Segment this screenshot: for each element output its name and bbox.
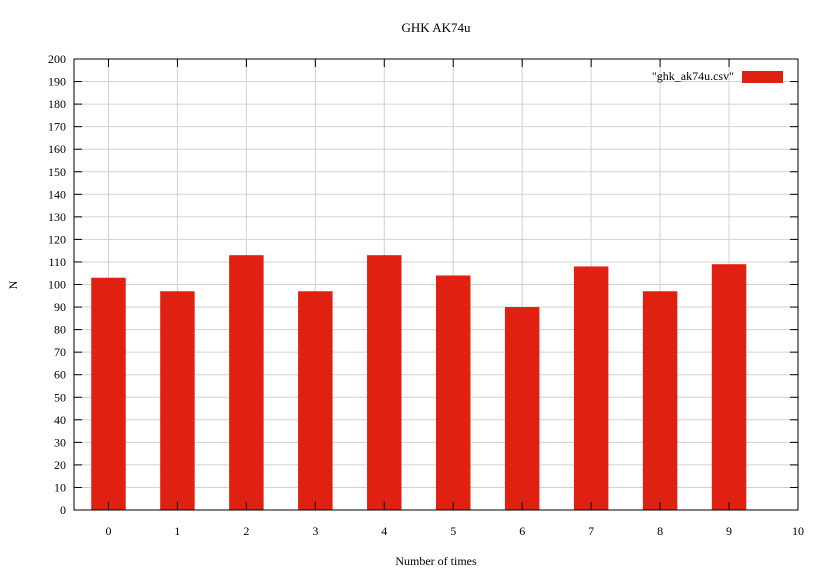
bar xyxy=(436,275,471,510)
chart-title: GHK AK74u xyxy=(402,20,471,35)
x-tick-label: 6 xyxy=(519,524,525,538)
bar xyxy=(367,255,402,510)
axis-ticks xyxy=(74,58,799,511)
bar xyxy=(642,291,678,510)
y-axis-title: N xyxy=(6,280,20,289)
x-tick-label: 2 xyxy=(243,524,249,538)
y-tick-label: 80 xyxy=(54,323,66,337)
bar xyxy=(504,307,540,510)
legend: "ghk_ak74u.csv" xyxy=(652,69,783,83)
x-tick-labels: 0 1 2 3 4 5 6 7 8 9 10 xyxy=(105,524,804,538)
y-tick-label: 20 xyxy=(54,458,66,472)
y-tick-label: 130 xyxy=(48,210,66,224)
legend-label: "ghk_ak74u.csv" xyxy=(652,69,734,83)
y-tick-label: 180 xyxy=(48,97,66,111)
x-tick-label: 1 xyxy=(174,524,180,538)
x-tick-label: 5 xyxy=(450,524,456,538)
y-tick-label: 60 xyxy=(54,368,66,382)
y-tick-label: 30 xyxy=(54,435,66,449)
y-tick-label: 10 xyxy=(54,480,66,494)
bar xyxy=(160,291,195,510)
y-tick-label: 70 xyxy=(54,345,66,359)
y-tick-label: 100 xyxy=(48,278,66,292)
y-tick-label: 190 xyxy=(48,75,66,89)
y-tick-label: 50 xyxy=(54,390,66,404)
bar xyxy=(711,264,747,510)
y-tick-labels: 0 10 20 30 40 50 60 70 80 90 100 110 120 130 140 150 160… xyxy=(48,52,66,517)
bar xyxy=(229,255,264,510)
y-tick-label: 170 xyxy=(48,120,66,134)
x-axis-title: Number of times xyxy=(395,554,477,568)
x-tick-label: 0 xyxy=(105,524,111,538)
x-tick-label: 4 xyxy=(381,524,387,538)
y-tick-label: 200 xyxy=(48,52,66,66)
x-tick-label: 9 xyxy=(726,524,732,538)
bar xyxy=(91,277,126,510)
y-tick-label: 40 xyxy=(54,413,66,427)
legend-swatch xyxy=(742,71,783,83)
x-tick-label: 3 xyxy=(312,524,318,538)
bar xyxy=(573,266,609,510)
x-tick-label: 10 xyxy=(792,524,804,538)
y-tick-label: 120 xyxy=(48,232,66,246)
y-tick-label: 90 xyxy=(54,300,66,314)
y-tick-label: 140 xyxy=(48,187,66,201)
bar xyxy=(298,291,333,510)
x-tick-label: 7 xyxy=(588,524,594,538)
y-tick-label: 110 xyxy=(48,255,66,269)
y-tick-label: 150 xyxy=(48,165,66,179)
x-tick-label: 8 xyxy=(657,524,663,538)
y-tick-label: 160 xyxy=(48,142,66,156)
bars xyxy=(91,255,747,510)
y-tick-label: 0 xyxy=(60,503,66,517)
